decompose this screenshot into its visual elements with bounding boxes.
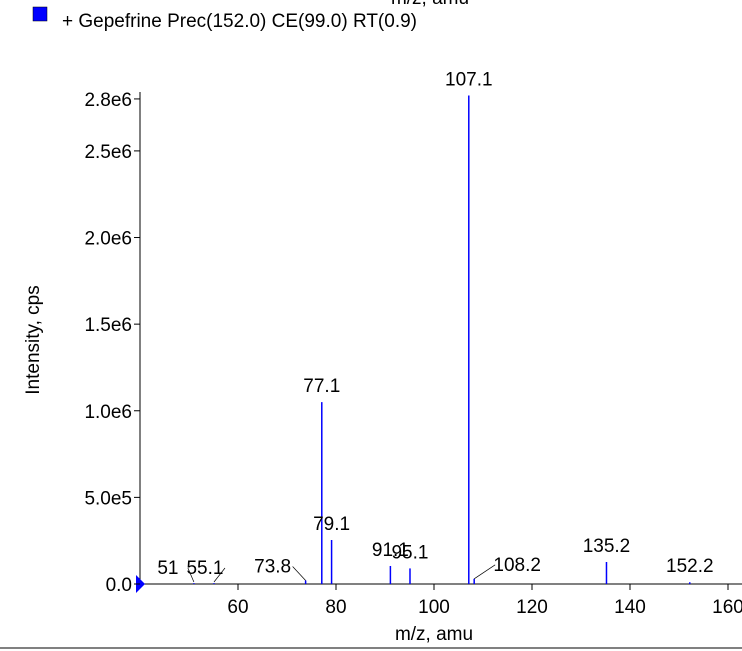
x-tick-label: 140: [614, 597, 646, 618]
y-tick-label: 1.0e6: [84, 402, 132, 423]
y-tick-label: 2.8e6: [84, 90, 132, 111]
leader: [213, 567, 226, 583]
peak-label: 77.1: [303, 376, 340, 397]
legend-label: + Gepefrine Prec(152.0) CE(99.0) RT(0.9): [62, 11, 417, 32]
x-axis-label: m/z, amu: [395, 624, 473, 645]
peak-label: 79.1: [313, 514, 350, 535]
peak-label: 55.1: [186, 558, 223, 579]
peak-label: 152.2: [666, 556, 714, 577]
y-tick-label: 2.0e6: [84, 229, 132, 250]
subtitle: m/z, amu: [391, 0, 469, 9]
y-tick-label: 5.0e5: [84, 488, 132, 509]
peak-label: 51: [157, 558, 178, 579]
x-tick-label: 100: [418, 597, 450, 618]
legend-swatch: [32, 6, 48, 22]
y-tick-label: 0.0: [106, 575, 132, 596]
peak-label: 95.1: [391, 542, 428, 563]
leader: [473, 564, 496, 580]
axis-marker: [136, 575, 145, 593]
peak-label: 108.2: [493, 555, 541, 576]
y-tick-label: 1.5e6: [84, 315, 132, 336]
x-tick-label: 80: [325, 597, 346, 618]
peak-label: 135.2: [583, 536, 631, 557]
y-axis-label: Intensity, cps: [23, 285, 44, 394]
x-tick-label: 60: [227, 597, 248, 618]
y-tick-label: 2.5e6: [84, 142, 132, 163]
peak-label: 91.1: [372, 540, 409, 561]
x-tick-label: 160: [712, 597, 742, 618]
peak-label: 107.1: [445, 69, 493, 90]
leader: [187, 567, 195, 583]
peak-label: 73.8: [254, 557, 291, 578]
leader: [292, 566, 306, 581]
x-tick-label: 120: [516, 597, 548, 618]
